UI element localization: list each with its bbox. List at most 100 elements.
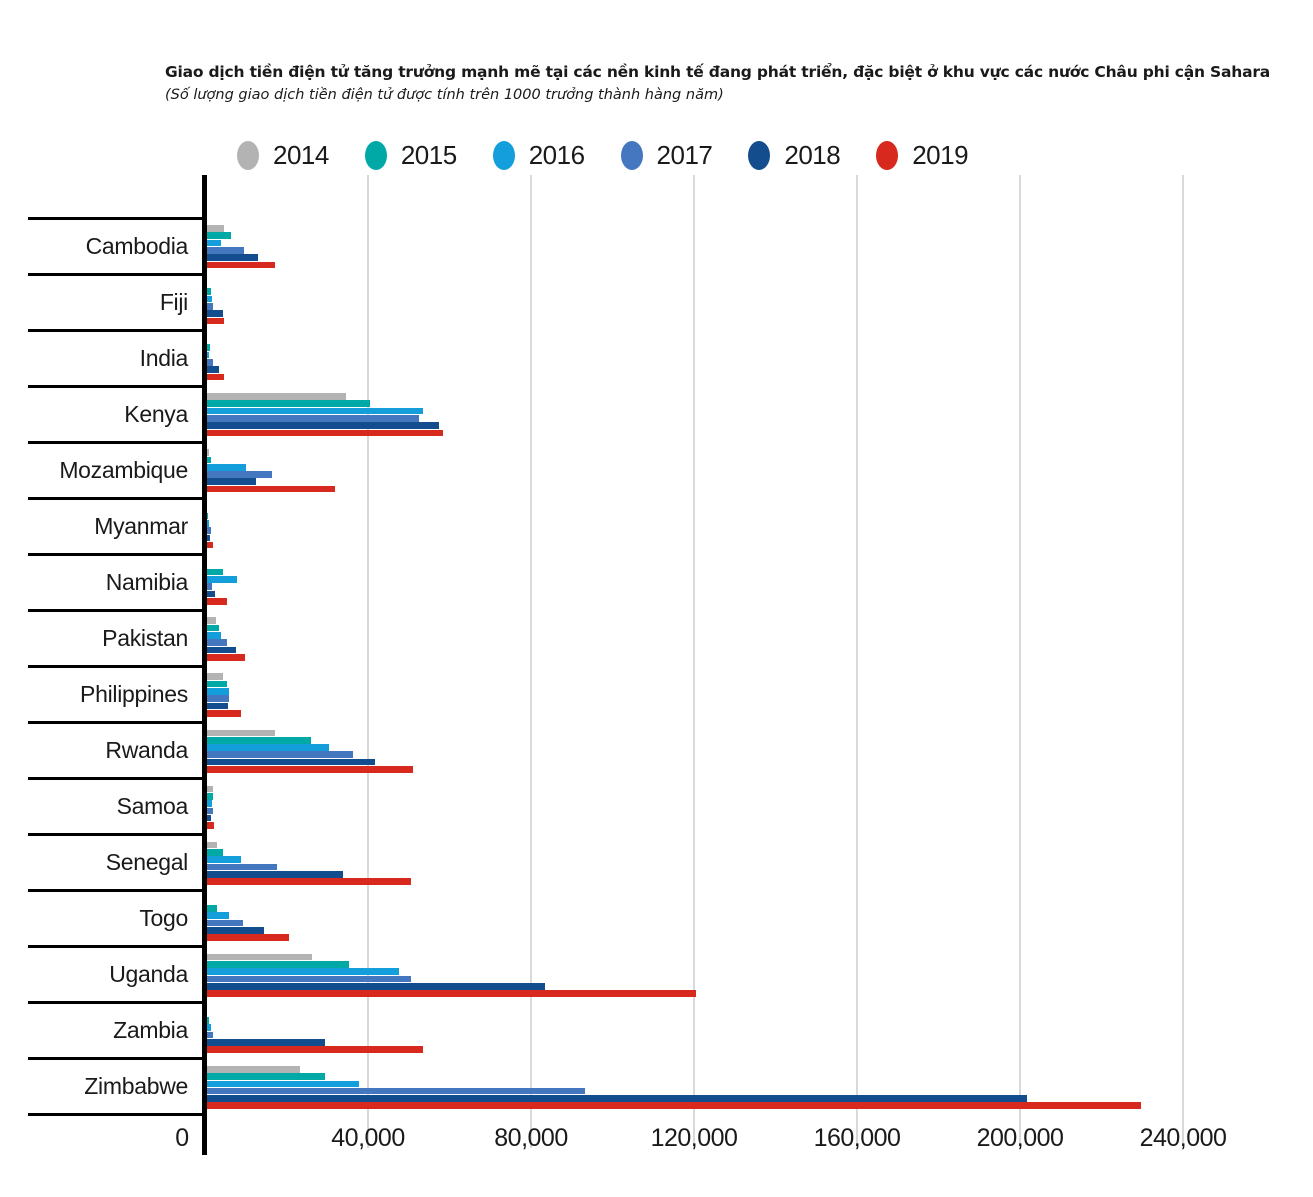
legend-label-2016: 2016 [528, 139, 585, 170]
bar-samoa-2015 [207, 792, 214, 800]
chart-title: Giao dịch tiền điện tử tăng trưởng mạnh … [165, 63, 1271, 81]
legend-label-2019: 2019 [912, 139, 969, 170]
row-separator [28, 833, 205, 837]
legend-label-2015: 2015 [400, 139, 457, 170]
row-separator [28, 216, 205, 220]
row-separator [28, 664, 205, 668]
bar-pakistan-2018 [207, 646, 236, 654]
bar-samoa-2018 [207, 814, 211, 822]
bar-mozambique-2019 [207, 485, 335, 493]
country-label-fiji: Fiji [159, 288, 188, 315]
legend: 2014 2015 2016 2017 2018 2019 [237, 137, 969, 173]
legend-dot-2019-icon [876, 140, 899, 170]
row-separator [28, 608, 205, 612]
bar-uganda-2014 [207, 953, 313, 961]
x-tick-label: 40,000 [331, 1124, 405, 1152]
bar-uganda-2019 [207, 990, 696, 997]
bar-philippines-2015 [207, 680, 227, 688]
bar-cambodia-2014 [207, 225, 225, 232]
legend-item-2018: 2018 [748, 140, 841, 171]
bar-cambodia-2019 [207, 261, 276, 269]
bar-myanmar-2016 [207, 519, 210, 527]
legend-item-2019: 2019 [876, 139, 969, 171]
country-label-cambodia: Cambodia [85, 232, 189, 259]
legend-item-2014: 2014 [237, 140, 329, 171]
bar-zimbabwe-2018 [207, 1095, 1028, 1102]
bar-pakistan-2016 [207, 632, 221, 639]
bar-fiji-2016 [207, 295, 212, 303]
row-separator [28, 1001, 205, 1005]
bar-fiji-2015 [207, 288, 212, 296]
country-label-zambia: Zambia [113, 1017, 188, 1044]
bar-uganda-2015 [207, 961, 349, 968]
x-tick-label: 80,000 [494, 1124, 568, 1152]
bar-kenya-2016 [207, 407, 423, 415]
bar-senegal-2017 [207, 863, 278, 871]
chart-area: Cambodia Fiji India Kenya Mozambique Myanmar N… [0, 175, 1313, 1175]
row-separator [28, 384, 205, 388]
bar-philippines-2014 [207, 673, 223, 681]
bar-zimbabwe-2016 [207, 1080, 359, 1088]
gridline [530, 175, 532, 1148]
bar-zambia-2017 [207, 1031, 213, 1039]
bar-rwanda-2019 [207, 766, 413, 773]
bar-zambia-2018 [207, 1039, 326, 1046]
bar-cambodia-2018 [207, 254, 259, 261]
bar-fiji-2017 [207, 302, 214, 310]
bar-myanmar-2015 [207, 512, 208, 520]
bar-kenya-2019 [207, 429, 444, 437]
bar-cambodia-2016 [207, 239, 221, 247]
bar-namibia-2018 [207, 590, 215, 598]
country-label-zimbabwe: Zimbabwe [84, 1073, 188, 1100]
row-separator [28, 777, 205, 781]
bar-uganda-2017 [207, 975, 411, 983]
country-label-mozambique: Mozambique [59, 456, 188, 483]
bar-cambodia-2015 [207, 232, 232, 239]
legend-item-2015: 2015 [364, 139, 457, 171]
gridline [367, 175, 369, 1148]
gridline [856, 175, 858, 1148]
row-separator [28, 1113, 205, 1117]
legend-dot-2017-icon [620, 140, 643, 170]
bar-rwanda-2018 [207, 758, 375, 766]
bar-senegal-2014 [207, 841, 217, 849]
bar-senegal-2018 [207, 870, 343, 878]
row-separator [28, 272, 205, 276]
bar-zimbabwe-2015 [207, 1073, 325, 1080]
row-separator [28, 1057, 205, 1061]
country-label-kenya: Kenya [124, 400, 188, 427]
x-tick-label: 120,000 [650, 1124, 738, 1152]
country-label-myanmar: Myanmar [94, 512, 188, 539]
country-label-samoa: Samoa [116, 793, 189, 820]
bar-myanmar-2018 [207, 534, 210, 542]
bar-namibia-2019 [207, 597, 228, 605]
bar-uganda-2016 [207, 968, 399, 976]
bar-pakistan-2019 [207, 653, 246, 661]
x-tick-label: 0 [175, 1124, 189, 1152]
bar-philippines-2017 [207, 695, 229, 703]
bar-rwanda-2014 [207, 729, 276, 737]
bar-samoa-2019 [207, 822, 214, 829]
bar-india-2016 [207, 351, 210, 359]
x-tick-label: 240,000 [1139, 1124, 1227, 1152]
legend-dot-2018-icon [748, 140, 771, 170]
bar-india-2018 [207, 366, 219, 373]
bar-india-2019 [207, 373, 224, 381]
bar-kenya-2014 [207, 393, 346, 400]
bar-pakistan-2015 [207, 624, 220, 632]
bar-india-2015 [207, 344, 211, 352]
bar-cambodia-2017 [207, 246, 245, 254]
row-separator [28, 328, 205, 332]
bar-uganda-2018 [207, 982, 546, 990]
bar-samoa-2017 [207, 807, 214, 815]
country-label-togo: Togo [139, 905, 188, 932]
x-tick-label: 160,000 [813, 1124, 901, 1152]
country-label-philippines: Philippines [80, 680, 188, 707]
country-label-uganda: Uganda [109, 961, 188, 988]
bar-togo-2019 [207, 934, 289, 941]
bar-myanmar-2019 [207, 541, 214, 549]
bar-fiji-2019 [207, 317, 224, 325]
row-separator [28, 889, 205, 893]
row-separator [28, 440, 205, 444]
